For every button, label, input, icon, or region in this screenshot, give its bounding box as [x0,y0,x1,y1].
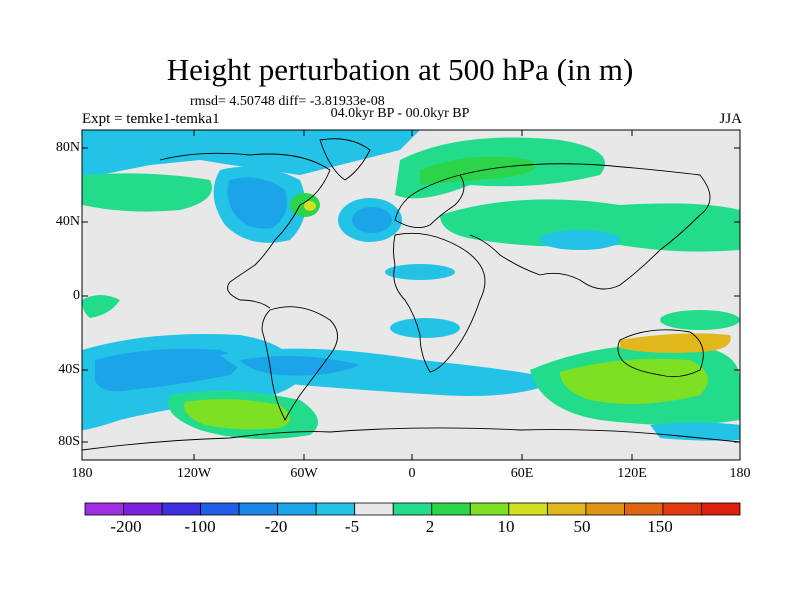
greenland-coast [319,138,371,181]
contour-region [82,430,740,460]
colorbar-swatch [238,502,279,516]
contour-region [82,130,420,178]
colorbar [84,502,741,516]
y-tick-label: 40S [58,362,80,377]
x-tick-label: 60E [510,466,534,481]
colorbar-label: -200 [110,517,142,536]
experiment-label: Expt = temke1-temka1 [82,111,220,127]
contour-region [95,348,238,392]
contour-region [390,318,460,338]
x-tick-label: 120W [176,466,212,481]
y-tick-label: 40N [55,214,80,229]
contour-region [227,177,287,229]
colorbar-swatch [200,502,240,516]
colorbar-swatch [392,502,433,516]
colorbar-swatch [84,502,124,516]
x-tick-label: 60W [290,466,318,481]
colorbar-swatch [585,502,625,516]
contour-region [352,207,392,233]
colorbar-label: -20 [264,517,288,536]
colorbar-swatch [624,502,664,516]
coastlines [82,138,740,451]
axis-ticks [82,130,740,460]
y-tick-label: 0 [73,288,80,303]
contour-region [240,356,360,376]
x-tick-label: 180 [71,466,93,481]
australia-coast [617,329,704,378]
colorbar-swatch [469,502,510,516]
colorbar-label: -5 [344,517,360,536]
colorbar-swatch [315,502,356,516]
x-tick-label: 0 [408,466,416,481]
contour-region [82,295,120,318]
x-tick-label: 180 [729,466,751,481]
contour-region [560,358,708,404]
contour-region [650,422,740,441]
europe-coast [394,174,465,229]
colorbar-swatch [662,502,702,516]
colorbar-swatch [354,502,394,516]
plot-title: Height perturbation at 500 hPa (in m) [166,52,634,87]
colorbar-label: 50 [573,517,591,536]
colorbar-swatch [123,502,163,516]
colorbar-swatch [508,502,548,516]
south-america-coast [261,306,338,422]
colorbar-swatch [546,502,587,516]
contour-region [82,173,212,212]
asia-coast [459,163,711,290]
africa-coast [393,232,486,373]
antarctica-coast [82,427,740,451]
contour-region [184,399,290,430]
x-tick-label: 120E [617,466,647,481]
colorbar-swatch [701,502,741,516]
map-frame [81,129,741,461]
north-america-coast [159,152,331,309]
contour-region [660,310,740,330]
time-period: 04.0kyr BP - 00.0kyr BP [330,106,470,121]
y-tick-label: 80N [55,140,80,155]
rmsd-stats: rmsd= 4.50748 diff= -3.81933e-08 [190,94,385,109]
colorbar-swatch [431,502,471,516]
colorbar-label: 2 [425,517,435,536]
contour-region [540,230,620,250]
y-tick-label: 80S [58,434,80,449]
colorbar-label: -100 [184,517,216,536]
season-label: JJA [719,111,742,127]
contour-fields [82,130,740,460]
colorbar-label: 10 [497,517,515,536]
colorbar-label: 150 [647,517,673,536]
contour-region [304,201,316,211]
contour-region [440,199,740,252]
contour-region [385,264,455,280]
colorbar-swatch [161,502,201,516]
colorbar-swatch [277,502,317,516]
